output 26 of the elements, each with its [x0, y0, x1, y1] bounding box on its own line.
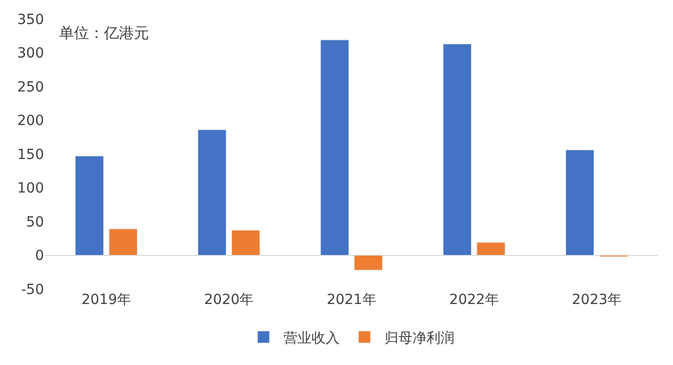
x-tick-label: 2023年	[572, 292, 622, 308]
bar	[476, 242, 506, 256]
bar	[320, 40, 349, 256]
x-tick-label: 2022年	[449, 292, 499, 308]
y-tick-label: 0	[35, 248, 44, 264]
x-tick-label: 2021年	[326, 292, 376, 308]
y-tick-label: 300	[17, 46, 44, 62]
y-tick-label: 100	[17, 180, 44, 197]
y-tick-label: -50	[21, 282, 44, 298]
annotation: 单位：亿港元	[59, 24, 149, 42]
x-tick-label: 2020年	[204, 292, 254, 308]
y-tick-label: 150	[17, 146, 44, 163]
bar	[231, 230, 260, 256]
bar	[442, 44, 472, 256]
x-tick-label: 2019年	[81, 292, 132, 308]
bar	[354, 255, 383, 270]
bar	[75, 156, 104, 256]
legend-label: 营业收入	[284, 330, 340, 346]
y-tick-label: 350	[17, 12, 44, 28]
bar	[108, 228, 138, 256]
y-tick-label: 250	[17, 79, 44, 96]
bar	[565, 150, 594, 256]
y-tick-label: 50	[26, 214, 44, 230]
bar	[198, 129, 226, 256]
legend-label: 归母净利润	[384, 330, 454, 346]
y-tick-label: 200	[17, 113, 44, 130]
